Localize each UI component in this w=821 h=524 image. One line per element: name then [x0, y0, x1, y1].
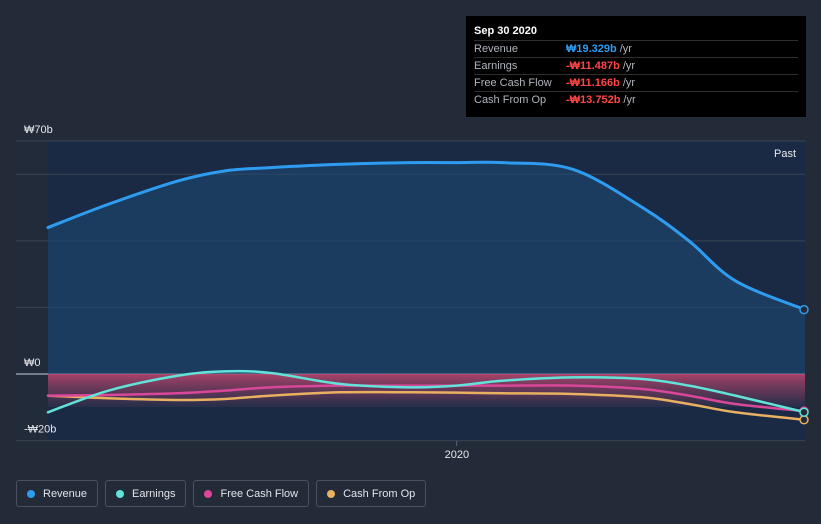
tooltip-row-cash-from-op: Cash From Op -₩13.752b /yr: [474, 91, 798, 108]
legend-label: Cash From Op: [343, 487, 416, 500]
tooltip-label: Free Cash Flow: [474, 77, 552, 89]
legend-free-cash-flow[interactable]: Free Cash Flow: [193, 480, 310, 507]
tooltip-value: -₩13.752b: [566, 94, 621, 106]
tooltip-value: -₩11.487b: [566, 60, 620, 72]
tooltip-row-earnings: Earnings -₩11.487b /yr: [474, 57, 798, 74]
legend-label: Free Cash Flow: [220, 487, 299, 500]
past-label: Past: [774, 148, 796, 160]
earnings-end-point: [799, 407, 809, 417]
tooltip-unit: /yr: [619, 43, 632, 55]
tooltip-label: Earnings: [474, 60, 518, 72]
tooltip: Sep 30 2020 Revenue ₩19.329b /yr Earning…: [466, 16, 806, 117]
revenue-end-point: [799, 304, 809, 315]
earnings-line: [46, 369, 807, 414]
tooltip-label: Revenue: [474, 43, 519, 55]
free-cash-flow-dot-icon: [204, 489, 213, 498]
free-cash-flow-line: [46, 384, 807, 413]
y-tick-label: -₩20b: [24, 424, 56, 436]
tooltip-value: ₩19.329b: [566, 43, 617, 55]
tooltip-unit: /yr: [622, 60, 636, 72]
tooltip-label: Cash From Op: [474, 94, 547, 106]
revenue-dot-icon: [27, 489, 35, 498]
legend-cash-from-op[interactable]: Cash From Op: [316, 480, 427, 507]
legend-label: Revenue: [43, 487, 88, 500]
tooltip-unit: /yr: [623, 94, 636, 106]
legend: Revenue Earnings Free Cash Flow Cash Fro…: [16, 480, 427, 507]
y-tick-label: ₩0: [24, 357, 41, 369]
legend-revenue[interactable]: Revenue: [16, 480, 99, 507]
tooltip-date: Sep 30 2020: [474, 25, 537, 37]
tooltip-row-revenue: Revenue ₩19.329b /yr: [474, 40, 798, 57]
tooltip-value: -₩11.166b: [566, 77, 620, 89]
tooltip-unit: /yr: [622, 77, 636, 89]
y-tick-label: ₩70b: [24, 124, 53, 136]
revenue-line: [46, 160, 807, 312]
earnings-dot-icon: [116, 489, 125, 498]
cash-from-op-line: [46, 390, 807, 422]
cash-from-op-dot-icon: [327, 489, 336, 498]
tooltip-row-free-cash-flow: Free Cash Flow -₩11.166b /yr: [474, 74, 798, 91]
legend-label: Earnings: [132, 487, 176, 500]
legend-earnings[interactable]: Earnings: [105, 480, 187, 507]
x-tick-label: 2020: [445, 449, 469, 461]
revenue-area: [48, 162, 805, 374]
